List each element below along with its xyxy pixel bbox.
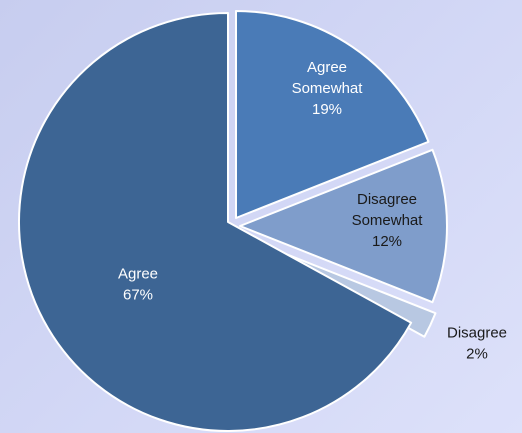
slice-label-line: Somewhat bbox=[292, 80, 364, 97]
pie-slices bbox=[18, 10, 448, 432]
slice-label-disagree: Disagree 2% bbox=[447, 325, 507, 363]
slice-label-disagree-somewhat: Disagree Somewhat 12% bbox=[352, 191, 424, 250]
slice-label-agree-somewhat: Agree Somewhat 19% bbox=[292, 59, 364, 118]
slice-label-line: Somewhat bbox=[352, 212, 424, 229]
slice-label-line: 67% bbox=[123, 287, 153, 304]
pie-slice-agree-somewhat bbox=[235, 10, 430, 219]
slice-label-agree: Agree 67% bbox=[118, 266, 158, 304]
slice-label-line: Disagree bbox=[357, 191, 417, 208]
slice-label-line: Agree bbox=[307, 59, 347, 76]
slice-label-line: 19% bbox=[312, 101, 342, 118]
slice-label-line: Agree bbox=[118, 266, 158, 283]
slice-label-line: 2% bbox=[466, 346, 488, 363]
slice-label-line: 12% bbox=[372, 233, 402, 250]
pie-slice-disagree-somewhat bbox=[239, 148, 448, 304]
slice-label-line: Disagree bbox=[447, 325, 507, 342]
pie-labels: Agree Somewhat 19%Disagree Somewhat 12%Disag… bbox=[118, 59, 507, 363]
pie-slice-agree bbox=[18, 12, 413, 432]
